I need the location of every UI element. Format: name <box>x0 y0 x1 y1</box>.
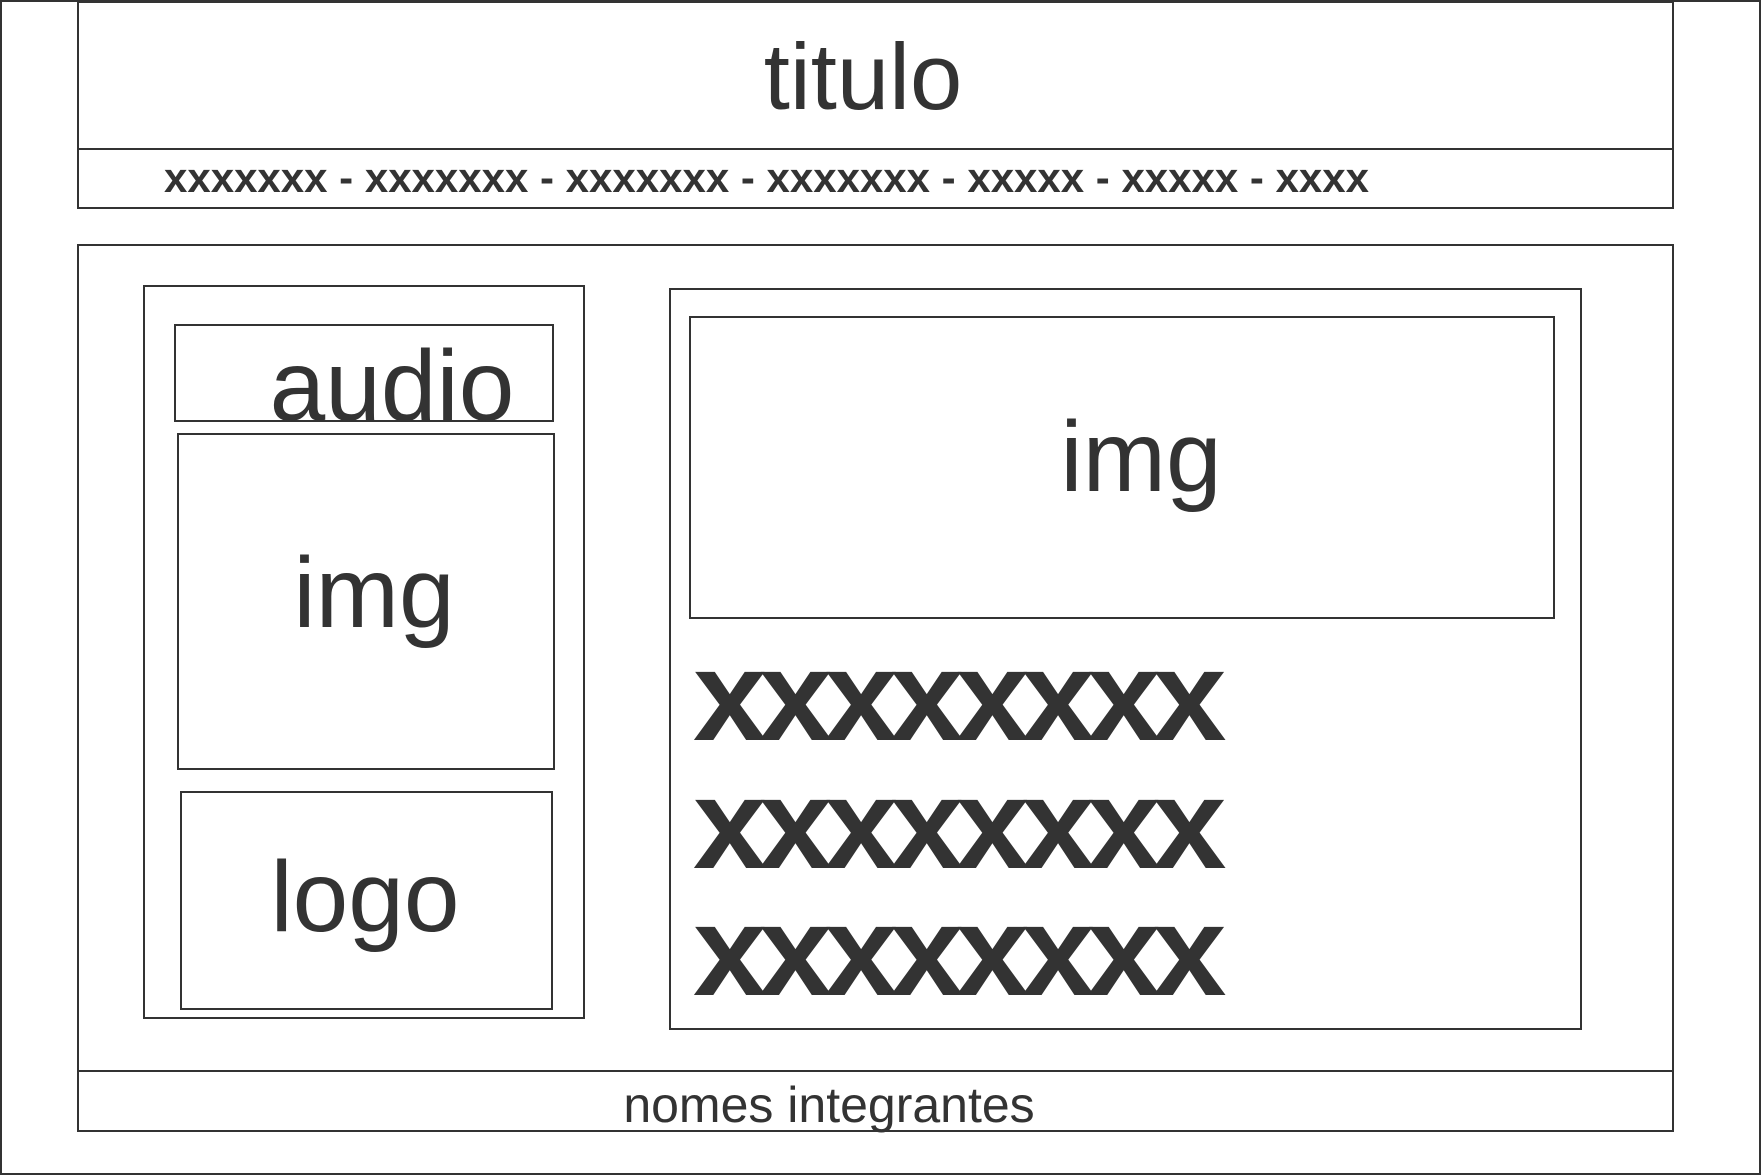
text-line-3: xxxxxxxx <box>693 879 1226 1023</box>
nav-links[interactable]: xxxxxxx - xxxxxxx - xxxxxxx - xxxxxxx - … <box>164 154 1369 201</box>
text-line-2: xxxxxxxx <box>693 752 1226 896</box>
logo-label: logo <box>270 841 460 953</box>
page-title: titulo <box>763 24 963 129</box>
footer-label: nomes integrantes <box>623 1077 1035 1133</box>
left-image-label: img <box>293 537 455 649</box>
right-column <box>669 288 1582 1030</box>
footer <box>77 1070 1674 1132</box>
left-image <box>177 433 555 770</box>
logo-box <box>180 791 553 1010</box>
left-column <box>143 285 585 1019</box>
right-image <box>689 316 1555 619</box>
text-line-1: xxxxxxxx <box>693 624 1226 768</box>
nav-bar <box>77 148 1674 209</box>
right-image-label: img <box>1060 401 1222 513</box>
audio-player[interactable] <box>174 324 554 422</box>
audio-label: audio <box>269 330 515 442</box>
